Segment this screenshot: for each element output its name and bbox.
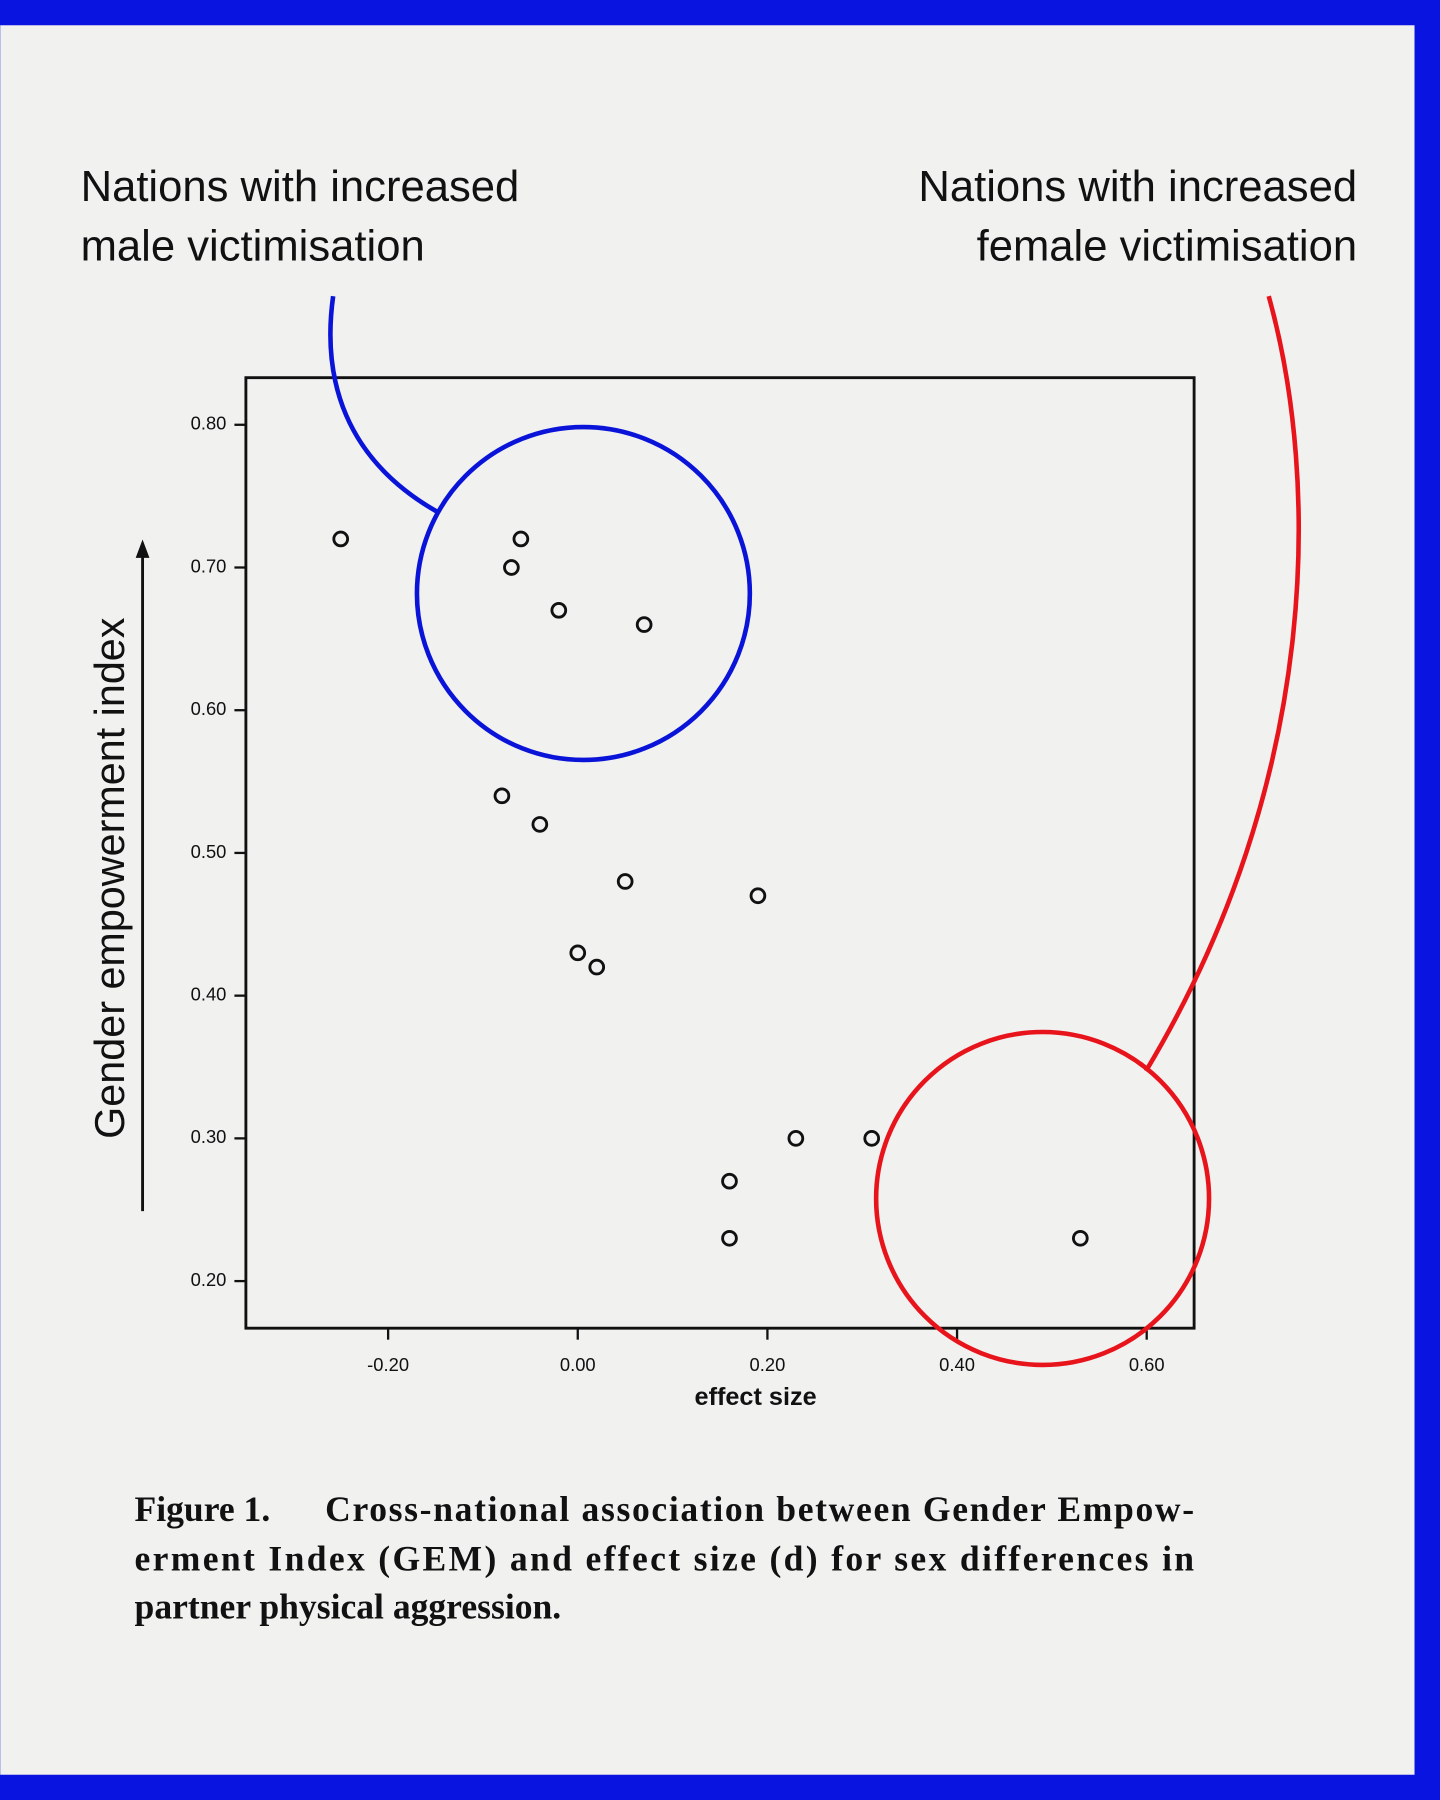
point bbox=[531, 816, 549, 833]
caption-line: partner physical aggression. bbox=[135, 1587, 562, 1627]
x-tick-label: 0.40 bbox=[939, 1354, 975, 1375]
annotation-text: Nations with increased bbox=[918, 163, 1357, 211]
point bbox=[749, 887, 767, 905]
paper bbox=[0, 25, 1415, 1775]
point bbox=[635, 616, 653, 633]
x-tick-label: 0.20 bbox=[750, 1354, 786, 1375]
point bbox=[512, 530, 530, 548]
point bbox=[721, 1229, 738, 1247]
y-tick-label: 0.80 bbox=[191, 413, 227, 434]
point bbox=[787, 1130, 805, 1147]
y-tick-label: 0.60 bbox=[191, 698, 227, 719]
leader-line bbox=[328, 295, 439, 514]
arrow-head bbox=[135, 539, 150, 558]
highlight-circle bbox=[414, 424, 753, 763]
x-tick-label: 0.60 bbox=[1129, 1354, 1165, 1375]
caption-line: Cross-national association between Gende… bbox=[325, 1489, 1194, 1529]
point bbox=[616, 873, 634, 890]
annotation-text: male victimisation bbox=[81, 223, 425, 271]
point bbox=[588, 958, 606, 976]
point bbox=[569, 944, 587, 962]
y-tick-label: 0.20 bbox=[191, 1269, 227, 1290]
y-tick-label: 0.40 bbox=[191, 983, 227, 1004]
annotation-text: Nations with increased bbox=[81, 163, 520, 211]
y-axis-label: Gender empowerment index bbox=[87, 617, 133, 1139]
leader-line bbox=[1143, 295, 1301, 1073]
point bbox=[721, 1172, 738, 1190]
point bbox=[863, 1130, 881, 1147]
caption-label: Figure 1. bbox=[135, 1489, 271, 1529]
x-tick-label: 0.00 bbox=[560, 1354, 596, 1375]
y-tick-label: 0.50 bbox=[191, 841, 227, 862]
point bbox=[503, 559, 520, 576]
x-tick-label: -0.20 bbox=[367, 1354, 409, 1375]
y-tick-label: 0.70 bbox=[191, 555, 227, 576]
point bbox=[332, 530, 350, 548]
point bbox=[493, 787, 511, 805]
highlight-circle bbox=[873, 1029, 1212, 1368]
point bbox=[1071, 1229, 1089, 1247]
x-axis-label: effect size bbox=[695, 1383, 817, 1411]
caption-line: erment Index (GEM) and effect size (d) f… bbox=[135, 1538, 1195, 1578]
point bbox=[550, 601, 568, 619]
y-tick-label: 0.30 bbox=[191, 1126, 227, 1147]
annotation-text: female victimisation bbox=[977, 223, 1357, 271]
